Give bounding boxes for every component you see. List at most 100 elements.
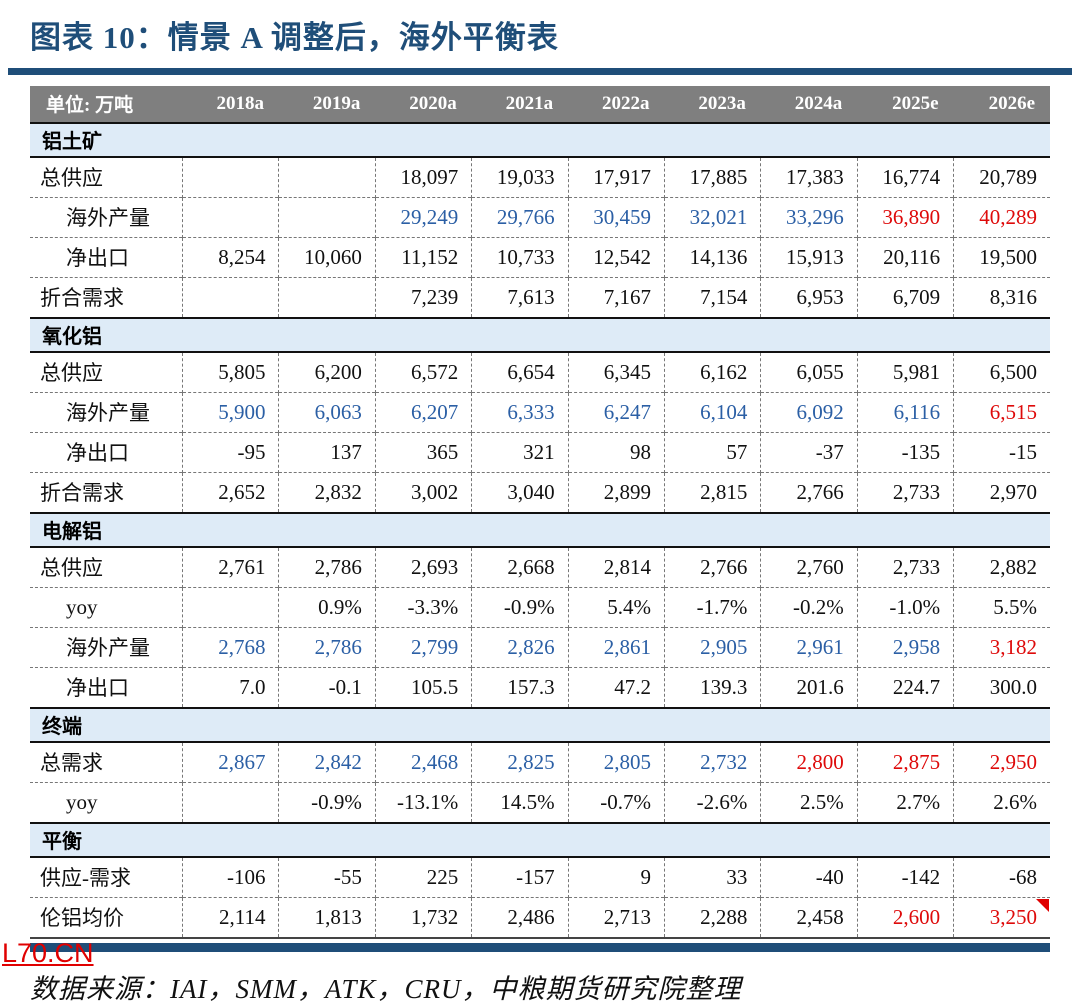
value-cell: 2,832 [278, 471, 376, 513]
title-underline [8, 67, 1072, 75]
value-cell: 5.5% [953, 586, 1050, 628]
value-cell: 2,652 [182, 471, 279, 513]
value-cell: -135 [856, 431, 954, 473]
value-cell: 19,500 [953, 236, 1050, 278]
value-cell: 6,200 [278, 351, 376, 393]
value-cell: -0.1 [278, 666, 376, 708]
value-cell [182, 586, 279, 628]
value-cell: 5,900 [182, 391, 279, 433]
value-cell: 57 [663, 431, 761, 473]
row-label: 折合需求 [30, 276, 183, 318]
value-cell: 15,913 [760, 236, 858, 278]
section-header-row: 铝土矿 [30, 121, 1050, 158]
table-row: yoy -0.9% -13.1% 14.5% -0.7% -2.6% 2.5% 2.7% 2.6… [30, 781, 1050, 823]
table-row: 净出口 -95 137 365 321 98 57 -37 -135 -15 [30, 431, 1050, 473]
section-title: 氧化铝 [30, 316, 1050, 353]
value-cell [182, 276, 279, 318]
value-cell: 0.9% [278, 586, 376, 628]
table-bottom-bar [30, 942, 1050, 952]
value-cell: 16,774 [856, 156, 954, 198]
value-cell: -3.3% [374, 586, 472, 628]
table-row: 折合需求 7,239 7,613 7,167 7,154 6,953 6,709 8,316 [30, 276, 1050, 318]
value-cell: 300.0 [953, 666, 1050, 708]
value-cell: 365 [374, 431, 472, 473]
comment-marker-triangle-icon [1036, 898, 1049, 912]
value-cell: 10,060 [278, 236, 376, 278]
value-cell: 2,875 [856, 741, 954, 783]
row-label: 供应-需求 [30, 856, 183, 898]
unit-label: 单位: 万吨 [30, 85, 183, 124]
value-cell: 36,890 [856, 196, 954, 238]
value-cell: 2,114 [182, 896, 279, 939]
year-column-header: 2026e [953, 85, 1050, 124]
value-cell: 2,760 [760, 546, 858, 588]
value-cell: 6,104 [663, 391, 761, 433]
row-label: 总供应 [30, 351, 183, 393]
year-column-header: 2020a [375, 85, 472, 124]
value-cell: 33 [663, 856, 761, 898]
value-cell: 2,768 [182, 626, 279, 668]
value-cell: 18,097 [374, 156, 472, 198]
row-label: yoy [30, 781, 183, 823]
value-cell: -68 [953, 856, 1050, 898]
value-cell: 2,799 [374, 626, 472, 668]
value-cell: -142 [856, 856, 954, 898]
year-column-header: 2025e [857, 85, 954, 124]
value-cell: 2.7% [856, 781, 954, 823]
value-cell: -37 [760, 431, 858, 473]
value-cell: 321 [471, 431, 569, 473]
value-cell: 2,288 [663, 896, 761, 939]
value-cell: 6,709 [856, 276, 954, 318]
row-label: 净出口 [30, 236, 183, 278]
table-row: 总需求 2,867 2,842 2,468 2,825 2,805 2,732 2,800 2,… [30, 741, 1050, 783]
value-cell: 2,950 [953, 741, 1050, 783]
value-cell: -40 [760, 856, 858, 898]
value-cell: 2,826 [471, 626, 569, 668]
row-label: 净出口 [30, 431, 183, 473]
table-row: 海外产量 5,900 6,063 6,207 6,333 6,247 6,104 6,092 6… [30, 391, 1050, 433]
value-cell: 2,786 [278, 626, 376, 668]
value-cell: 2,905 [663, 626, 761, 668]
value-cell: -2.6% [663, 781, 761, 823]
row-label: 伦铝均价 [30, 896, 183, 939]
section-title: 电解铝 [30, 511, 1050, 548]
value-cell: 14.5% [471, 781, 569, 823]
value-cell: 1,732 [374, 896, 472, 939]
value-cell: 7,154 [663, 276, 761, 318]
value-cell: 6,500 [953, 351, 1050, 393]
table-row: 供应-需求 -106 -55 225 -157 9 33 -40 -142 -68 [30, 856, 1050, 898]
value-cell: 3,040 [471, 471, 569, 513]
value-cell: 47.2 [567, 666, 665, 708]
value-cell: 20,789 [953, 156, 1050, 198]
value-cell: 2,668 [471, 546, 569, 588]
value-cell [278, 196, 376, 238]
row-label: 总供应 [30, 546, 183, 588]
value-cell: 17,917 [567, 156, 665, 198]
value-cell [278, 156, 376, 198]
value-cell: 6,345 [567, 351, 665, 393]
value-cell: -15 [953, 431, 1050, 473]
value-cell: -55 [278, 856, 376, 898]
value-cell: 98 [567, 431, 665, 473]
value-cell: 30,459 [567, 196, 665, 238]
value-cell: 6,654 [471, 351, 569, 393]
data-source-note: 数据来源：IAI，SMM，ATK，CRU，中粮期货研究院整理 [30, 973, 742, 1004]
value-cell: 10,733 [471, 236, 569, 278]
value-cell: 40,289 [953, 196, 1050, 238]
value-cell: -1.7% [663, 586, 761, 628]
value-cell: 2,713 [567, 896, 665, 939]
value-cell: 14,136 [663, 236, 761, 278]
row-label: yoy [30, 586, 183, 628]
value-cell: 12,542 [567, 236, 665, 278]
value-cell: 2,733 [856, 546, 954, 588]
value-cell: 6,055 [760, 351, 858, 393]
value-cell [182, 781, 279, 823]
value-cell: 6,116 [856, 391, 954, 433]
watermark-text: L70.CN [2, 938, 94, 968]
value-cell: 7,613 [471, 276, 569, 318]
value-cell: -0.9% [471, 586, 569, 628]
table-row: 海外产量 2,768 2,786 2,799 2,826 2,861 2,905 2,961 2… [30, 626, 1050, 668]
value-cell: 1,813 [278, 896, 376, 939]
value-cell: 17,885 [663, 156, 761, 198]
value-cell: 2,825 [471, 741, 569, 783]
